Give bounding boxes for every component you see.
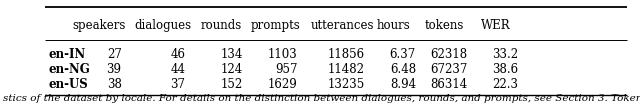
Text: 1629: 1629	[268, 77, 298, 91]
Text: 39: 39	[107, 63, 122, 76]
Text: 6.37: 6.37	[390, 48, 416, 61]
Text: 6.48: 6.48	[390, 63, 416, 76]
Text: 44: 44	[171, 63, 186, 76]
Text: 62318: 62318	[430, 48, 467, 61]
Text: 11482: 11482	[328, 63, 365, 76]
Text: tokens: tokens	[425, 19, 465, 32]
Text: WER: WER	[481, 19, 511, 32]
Text: 86314: 86314	[430, 77, 467, 91]
Text: 11856: 11856	[328, 48, 365, 61]
Text: 134: 134	[221, 48, 243, 61]
Text: 46: 46	[171, 48, 186, 61]
Text: 38.6: 38.6	[492, 63, 518, 76]
Text: dialogues: dialogues	[134, 19, 192, 32]
Text: speakers: speakers	[72, 19, 126, 32]
Text: utterances: utterances	[310, 19, 374, 32]
Text: 124: 124	[221, 63, 243, 76]
Text: 27: 27	[107, 48, 122, 61]
Text: stics of the dataset by locale. For details on the distinction between dialogues: stics of the dataset by locale. For deta…	[3, 94, 640, 103]
Text: 38: 38	[107, 77, 122, 91]
Text: hours: hours	[377, 19, 410, 32]
Text: 152: 152	[221, 77, 243, 91]
Text: 37: 37	[171, 77, 186, 91]
Text: rounds: rounds	[200, 19, 241, 32]
Text: 22.3: 22.3	[492, 77, 518, 91]
Text: 33.2: 33.2	[492, 48, 518, 61]
Text: 8.94: 8.94	[390, 77, 416, 91]
Text: 957: 957	[275, 63, 298, 76]
Text: prompts: prompts	[250, 19, 300, 32]
Text: en-NG: en-NG	[48, 63, 90, 76]
Text: 1103: 1103	[268, 48, 298, 61]
Text: 67237: 67237	[430, 63, 467, 76]
Text: 13235: 13235	[328, 77, 365, 91]
Text: en-US: en-US	[48, 77, 88, 91]
Text: en-IN: en-IN	[48, 48, 85, 61]
